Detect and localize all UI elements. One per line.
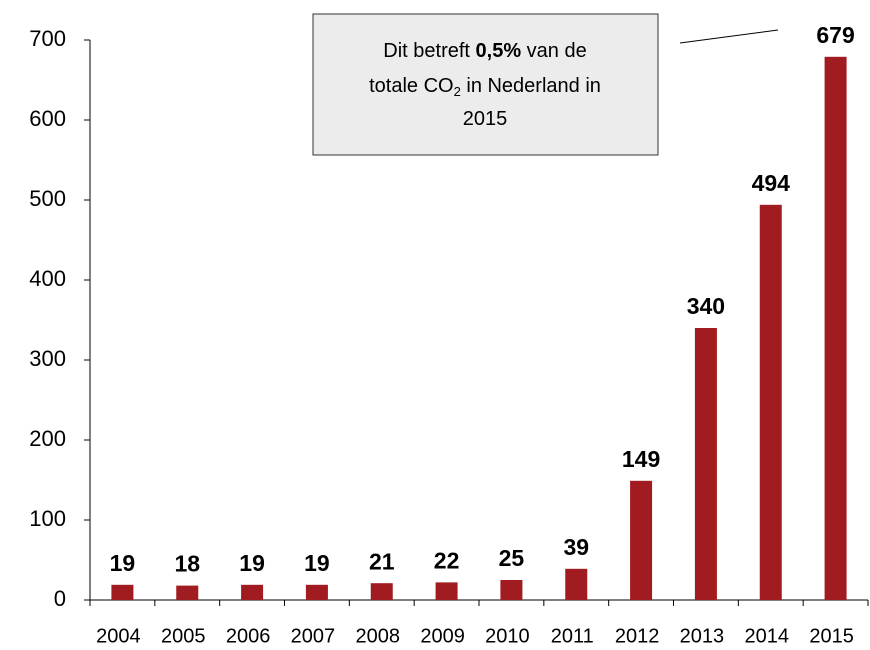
data-label: 19 [110, 550, 136, 576]
annotation-line: totale CO2 in Nederland in [369, 75, 601, 99]
annotation-leader [679, 29, 779, 44]
annotation-text: 2015 [463, 108, 508, 130]
data-label: 149 [622, 446, 660, 472]
bar [435, 582, 458, 600]
y-tick-label: 0 [54, 586, 66, 611]
data-label: 39 [563, 534, 589, 560]
x-tick-label: 2011 [551, 625, 594, 647]
annotation-text: totale CO [369, 75, 453, 97]
x-tick-label: 2009 [420, 625, 465, 647]
y-tick-label: 100 [29, 506, 66, 531]
x-tick-label: 2007 [291, 625, 336, 647]
data-label: 494 [752, 170, 791, 196]
annotation-text: 0,5% [476, 40, 522, 62]
x-tick-label: 2005 [161, 625, 206, 647]
annotation-text: Dit betreft [383, 40, 475, 62]
annotation-text: in Nederland in [461, 75, 601, 97]
x-tick-label: 2008 [356, 625, 401, 647]
bar [370, 583, 393, 600]
bar [694, 328, 717, 600]
data-label: 25 [499, 545, 525, 571]
annotation-line: Dit betreft 0,5% van de [383, 40, 586, 62]
annotation-text: van de [521, 40, 587, 62]
x-tick-label: 2012 [615, 625, 660, 647]
x-tick-label: 2004 [96, 625, 141, 647]
bar [824, 56, 847, 601]
annotation-subscript: 2 [454, 84, 461, 99]
y-tick-label: 400 [29, 266, 66, 291]
bar [176, 585, 199, 600]
data-label: 18 [174, 551, 200, 577]
bar [111, 584, 134, 600]
bar [630, 480, 653, 600]
annotation-line: 2015 [463, 108, 508, 130]
data-label: 679 [816, 22, 854, 48]
x-tick-label: 2015 [809, 625, 854, 647]
data-label: 22 [434, 547, 460, 573]
bar [500, 580, 523, 600]
x-tick-label: 2010 [485, 625, 530, 647]
data-label: 340 [687, 293, 725, 319]
x-tick-label: 2006 [226, 625, 271, 647]
y-tick-label: 200 [29, 426, 66, 451]
y-tick-label: 500 [29, 186, 66, 211]
y-tick-label: 300 [29, 346, 66, 371]
x-tick-label: 2013 [680, 625, 725, 647]
bar [759, 204, 782, 601]
bar [241, 584, 264, 600]
annotation-box [312, 13, 659, 156]
x-tick-label: 2014 [745, 625, 790, 647]
bar [305, 584, 328, 600]
y-tick-label: 600 [29, 106, 66, 131]
bar [565, 568, 588, 600]
data-label: 21 [369, 548, 395, 574]
data-label: 19 [239, 550, 265, 576]
y-tick-label: 700 [29, 26, 66, 51]
data-label: 19 [304, 550, 330, 576]
